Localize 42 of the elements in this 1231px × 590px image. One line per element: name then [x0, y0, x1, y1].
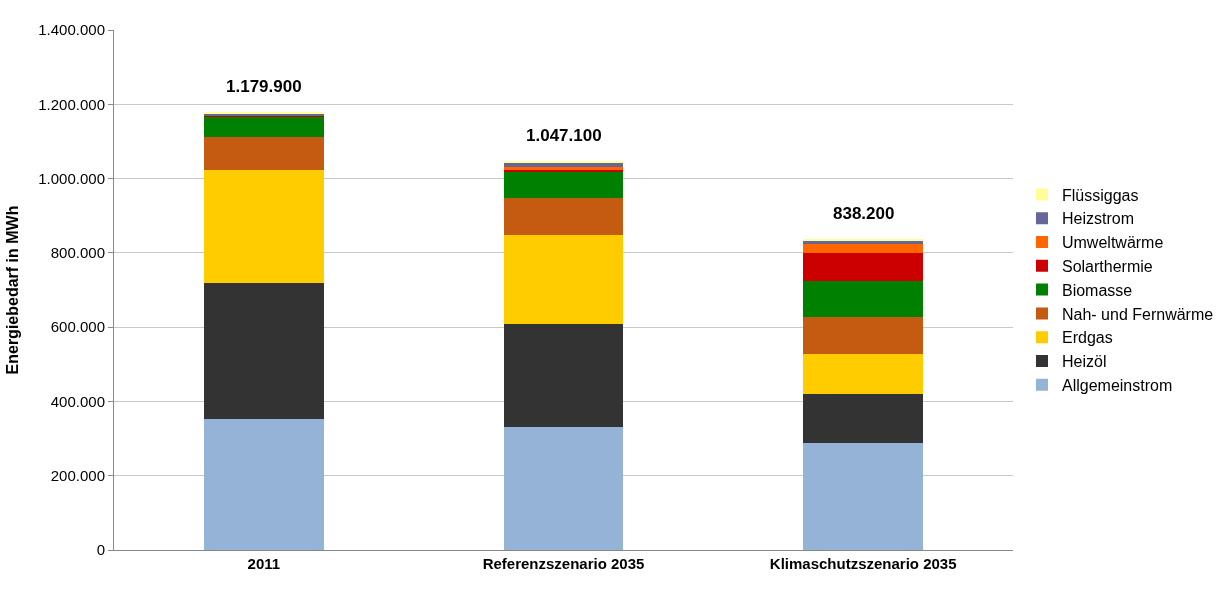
y-tick-label: 0	[96, 541, 105, 559]
legend-label: Heizöl	[1061, 353, 1107, 371]
legend-label: Solarthermie	[1061, 258, 1153, 276]
bar	[503, 197, 624, 235]
y-tick-label: 400.000	[50, 392, 105, 410]
total-label: 1.179.900	[226, 77, 302, 96]
bar	[203, 169, 324, 283]
y-tick-label: 1.000.000	[38, 169, 105, 187]
y-tick-label: 200.000	[50, 466, 105, 484]
bar	[203, 137, 324, 170]
total-label: 1.047.100	[526, 126, 602, 145]
legend-label: Allgemeinstrom	[1061, 377, 1173, 395]
bar	[803, 244, 924, 254]
bar	[803, 253, 924, 281]
bar	[203, 116, 324, 138]
legend-label: Erdgas	[1061, 329, 1113, 347]
legend-label: Flüssiggas	[1061, 186, 1139, 204]
y-tick-label: 1.200.000	[38, 95, 105, 113]
legend-label: Biomasse	[1061, 281, 1133, 299]
y-tick-label: 1.400.000	[38, 21, 105, 39]
bar	[803, 393, 924, 444]
y-axis-title: Energiebedarf in MWh	[4, 205, 22, 375]
legend-label: Nah- und Fernwärme	[1061, 305, 1214, 323]
bar	[503, 427, 624, 550]
bar	[503, 324, 624, 428]
bar	[803, 443, 924, 550]
bar	[203, 418, 324, 550]
bar	[803, 316, 924, 354]
legend-label: Heizstrom	[1061, 210, 1135, 228]
bar	[803, 280, 924, 317]
legend-label: Umweltwärme	[1061, 234, 1164, 252]
bar	[503, 163, 624, 168]
y-tick-label: 600.000	[50, 318, 105, 336]
x-tick-label: Klimaschutzszenario 2035	[769, 555, 957, 572]
bar	[203, 282, 324, 419]
bar	[503, 234, 624, 325]
y-tick-label: 800.000	[50, 244, 105, 262]
x-tick-label: 2011	[247, 555, 281, 572]
x-tick-label: Referenzszenario 2035	[482, 555, 645, 572]
total-label: 838.200	[833, 204, 895, 223]
bar	[803, 353, 924, 394]
bar	[503, 171, 624, 198]
